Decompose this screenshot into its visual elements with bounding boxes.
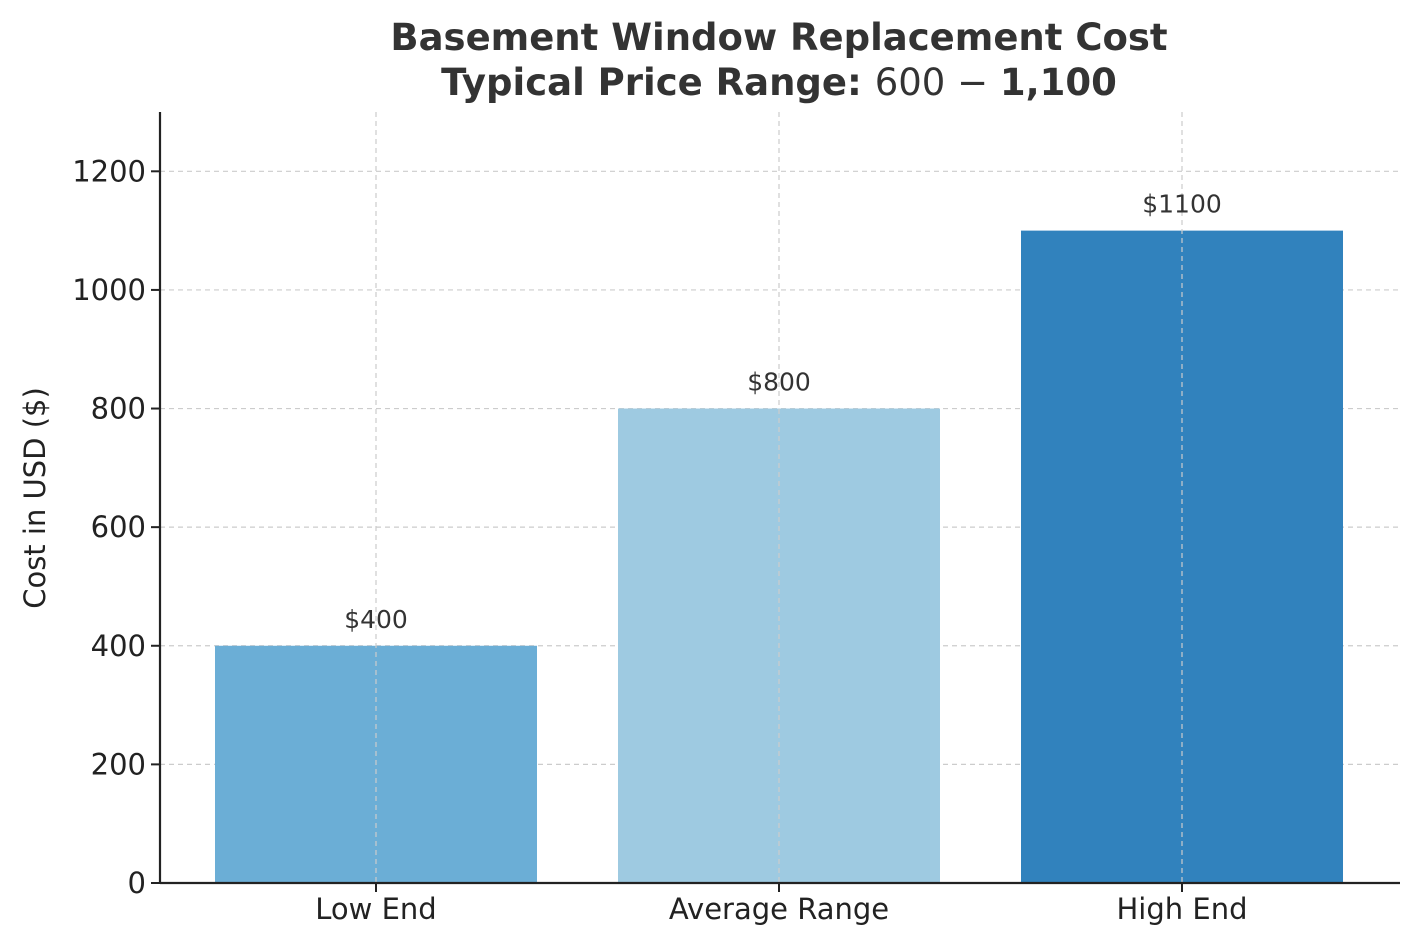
y-tick-label: 200 xyxy=(91,747,146,781)
data-label: $400 xyxy=(344,605,408,634)
y-tick-label: 600 xyxy=(91,510,146,544)
data-label: $1100 xyxy=(1142,190,1222,219)
y-ticks: 0 200 400 600 800 1000 1200 xyxy=(72,154,160,900)
y-tick-label: 800 xyxy=(91,392,146,426)
x-tick-label: High End xyxy=(1117,892,1248,926)
vertical-grid-lines xyxy=(375,112,1183,883)
title-line2-bold: Typical Price Range: xyxy=(441,61,875,104)
title-line2-math: 600 − xyxy=(875,61,1000,104)
y-tick-label: 1000 xyxy=(72,273,146,307)
title-line2-end: 1,100 xyxy=(1000,61,1117,104)
y-axis-label: Cost in USD ($) xyxy=(18,387,52,609)
data-label: $800 xyxy=(747,368,811,397)
x-tick-label: Average Range xyxy=(669,892,889,926)
y-tick-label: 400 xyxy=(91,629,146,663)
y-tick-label: 0 xyxy=(128,866,146,900)
data-labels: $400 $800 $1100 xyxy=(344,190,1222,634)
x-tick-label: Low End xyxy=(315,892,436,926)
chart-title-line1: Basement Window Replacement Cost xyxy=(390,16,1167,59)
y-tick-label: 1200 xyxy=(72,154,146,188)
chart-title-line2: Typical Price Range: 600 − 1,100 xyxy=(441,61,1117,104)
x-ticks: Low End Average Range High End xyxy=(315,883,1247,926)
